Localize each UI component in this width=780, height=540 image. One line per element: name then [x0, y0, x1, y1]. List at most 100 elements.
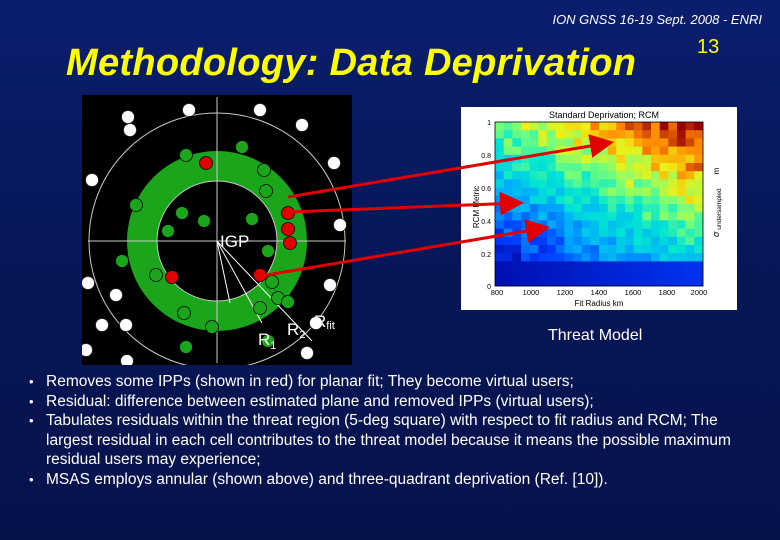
- ipp-point: [253, 103, 267, 117]
- heatmap-cell: [659, 228, 669, 238]
- deprivation-diagram-svg: IGP R1 R2 Rfit: [79, 97, 347, 370]
- heatmap-cell: [573, 187, 582, 197]
- heatmap-cell: [651, 261, 660, 270]
- heatmap-cell: [677, 212, 686, 221]
- heatmap-cell: [607, 179, 617, 188]
- heatmap-cell: [555, 171, 565, 180]
- ipp-point: [79, 343, 93, 357]
- heatmap-cell: [685, 277, 695, 287]
- heatmap-cell: [668, 187, 678, 197]
- heatmap-cell: [555, 130, 565, 139]
- heatmap-cell: [581, 236, 591, 246]
- heatmap-cell: [642, 269, 652, 279]
- heatmap-cell: [668, 130, 678, 139]
- x-tick-1600: 1600: [625, 288, 642, 297]
- heatmap-cell: [642, 253, 652, 262]
- heatmap-cell: [659, 277, 669, 287]
- x-tick-800: 800: [491, 288, 504, 297]
- heatmap-cell: [538, 236, 548, 246]
- heatmap-cell: [590, 171, 600, 180]
- heatmap-cell: [651, 187, 660, 197]
- heatmap-cell: [642, 212, 652, 221]
- heatmap-cell: [555, 228, 565, 238]
- heatmap-cell: [529, 212, 539, 221]
- heatmap-cell: [599, 130, 608, 139]
- heatmap-cell: [694, 171, 704, 180]
- heatmap-cell: [529, 138, 539, 147]
- y-tick-labels: 1 0.8 0.6 0.4 0.2 0: [481, 120, 491, 291]
- heatmap-cell: [547, 187, 556, 197]
- heatmap-cell: [538, 138, 548, 147]
- heatmap-cell: [529, 179, 539, 188]
- ipp-point: [182, 103, 196, 117]
- heatmap-cell: [607, 154, 617, 164]
- heatmap-cell: [521, 130, 530, 139]
- heatmap-cell: [659, 236, 669, 246]
- heatmap-cell: [538, 154, 548, 164]
- heatmap-cell: [503, 195, 513, 205]
- heatmap-cell: [659, 122, 669, 131]
- conference-note: ION GNSS 16-19 Sept. 2008 - ENRI: [552, 12, 762, 27]
- x-tick-1000: 1000: [523, 288, 540, 297]
- heatmap-cell: [529, 187, 539, 197]
- ipp-point: [109, 288, 123, 302]
- heatmap-cell: [564, 130, 574, 139]
- heatmap-cell: [633, 195, 643, 205]
- ipp-point: [149, 268, 163, 282]
- heatmap-cell: [547, 146, 556, 156]
- heatmap-cell: [503, 236, 513, 246]
- heatmap-cell: [581, 179, 591, 188]
- deprivation-diagram: IGP R1 R2 Rfit: [79, 95, 352, 370]
- heatmap-cell: [573, 220, 582, 229]
- heatmap-cell: [625, 253, 634, 262]
- x-tick-1400: 1400: [591, 288, 608, 297]
- heatmap-cell: [607, 236, 617, 246]
- heatmap-cell: [616, 187, 626, 197]
- heatmap-cell: [668, 122, 678, 131]
- heatmap-cell: [659, 245, 669, 254]
- heatmap-cell: [659, 154, 669, 164]
- heatmap-cell: [573, 195, 582, 205]
- heatmap-cell: [625, 195, 634, 205]
- r1-label: R1: [258, 330, 276, 352]
- heatmap-cell: [633, 261, 643, 270]
- heatmap-cell: [668, 179, 678, 188]
- ipp-point: [85, 173, 99, 187]
- heatmap-cell: [590, 228, 600, 238]
- heatmap-cell: [564, 179, 574, 188]
- heatmap-cell: [529, 171, 539, 180]
- heatmap-cell: [512, 195, 522, 205]
- x-tick-1800: 1800: [659, 288, 676, 297]
- ipp-point: [81, 276, 95, 290]
- heatmap-cell: [555, 187, 565, 197]
- heatmap-cell: [633, 245, 643, 254]
- heatmap-cell: [521, 195, 530, 205]
- heatmap-cell: [633, 154, 643, 164]
- heatmap-cell: [599, 253, 608, 262]
- heatmap-cell: [616, 261, 626, 270]
- heatmap-cell: [547, 204, 556, 213]
- heatmap-cell: [529, 195, 539, 205]
- heatmap-cell: [642, 195, 652, 205]
- heatmap-cell: [581, 154, 591, 164]
- heatmap-cell: [694, 138, 704, 147]
- heatmap-cell: [625, 179, 634, 188]
- heatmap-cell: [564, 245, 574, 254]
- heatmap-cell: [495, 204, 504, 213]
- y-tick-0.6: 0.6: [481, 186, 491, 193]
- heatmap-cell: [625, 146, 634, 156]
- heatmap-cell: [538, 195, 548, 205]
- virtual-user-point: [281, 206, 295, 220]
- ipp-point: [179, 340, 193, 354]
- heatmap-cell: [625, 138, 634, 147]
- heatmap-cell: [616, 277, 626, 287]
- heatmap-cell: [564, 163, 574, 172]
- heatmap-cell: [503, 269, 513, 279]
- heatmap-cell: [599, 228, 608, 238]
- heatmap-cell: [685, 212, 695, 221]
- heatmap-cell: [581, 122, 591, 131]
- heatmap-cell: [590, 195, 600, 205]
- heatmap-cell: [685, 163, 695, 172]
- heatmap-cell: [503, 228, 513, 238]
- heatmap-cell: [694, 195, 704, 205]
